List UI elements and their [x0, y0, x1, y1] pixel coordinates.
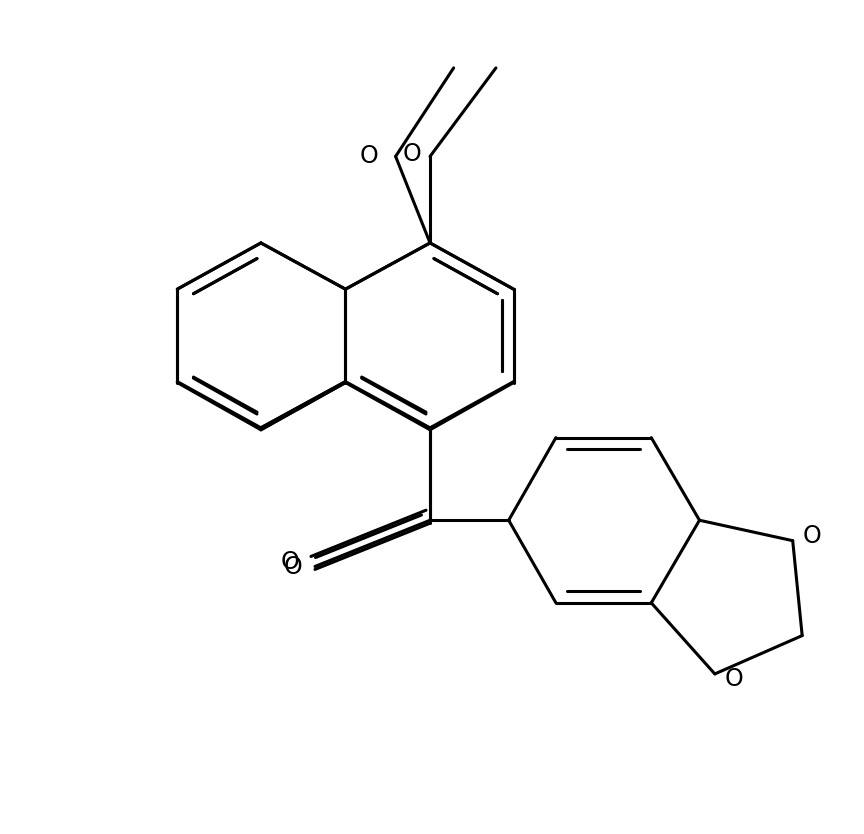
Text: O: O — [803, 524, 822, 548]
Text: O: O — [281, 550, 300, 574]
Text: O: O — [403, 143, 422, 167]
Text: O: O — [725, 667, 744, 691]
Text: O: O — [284, 555, 302, 580]
Text: O: O — [359, 144, 378, 168]
